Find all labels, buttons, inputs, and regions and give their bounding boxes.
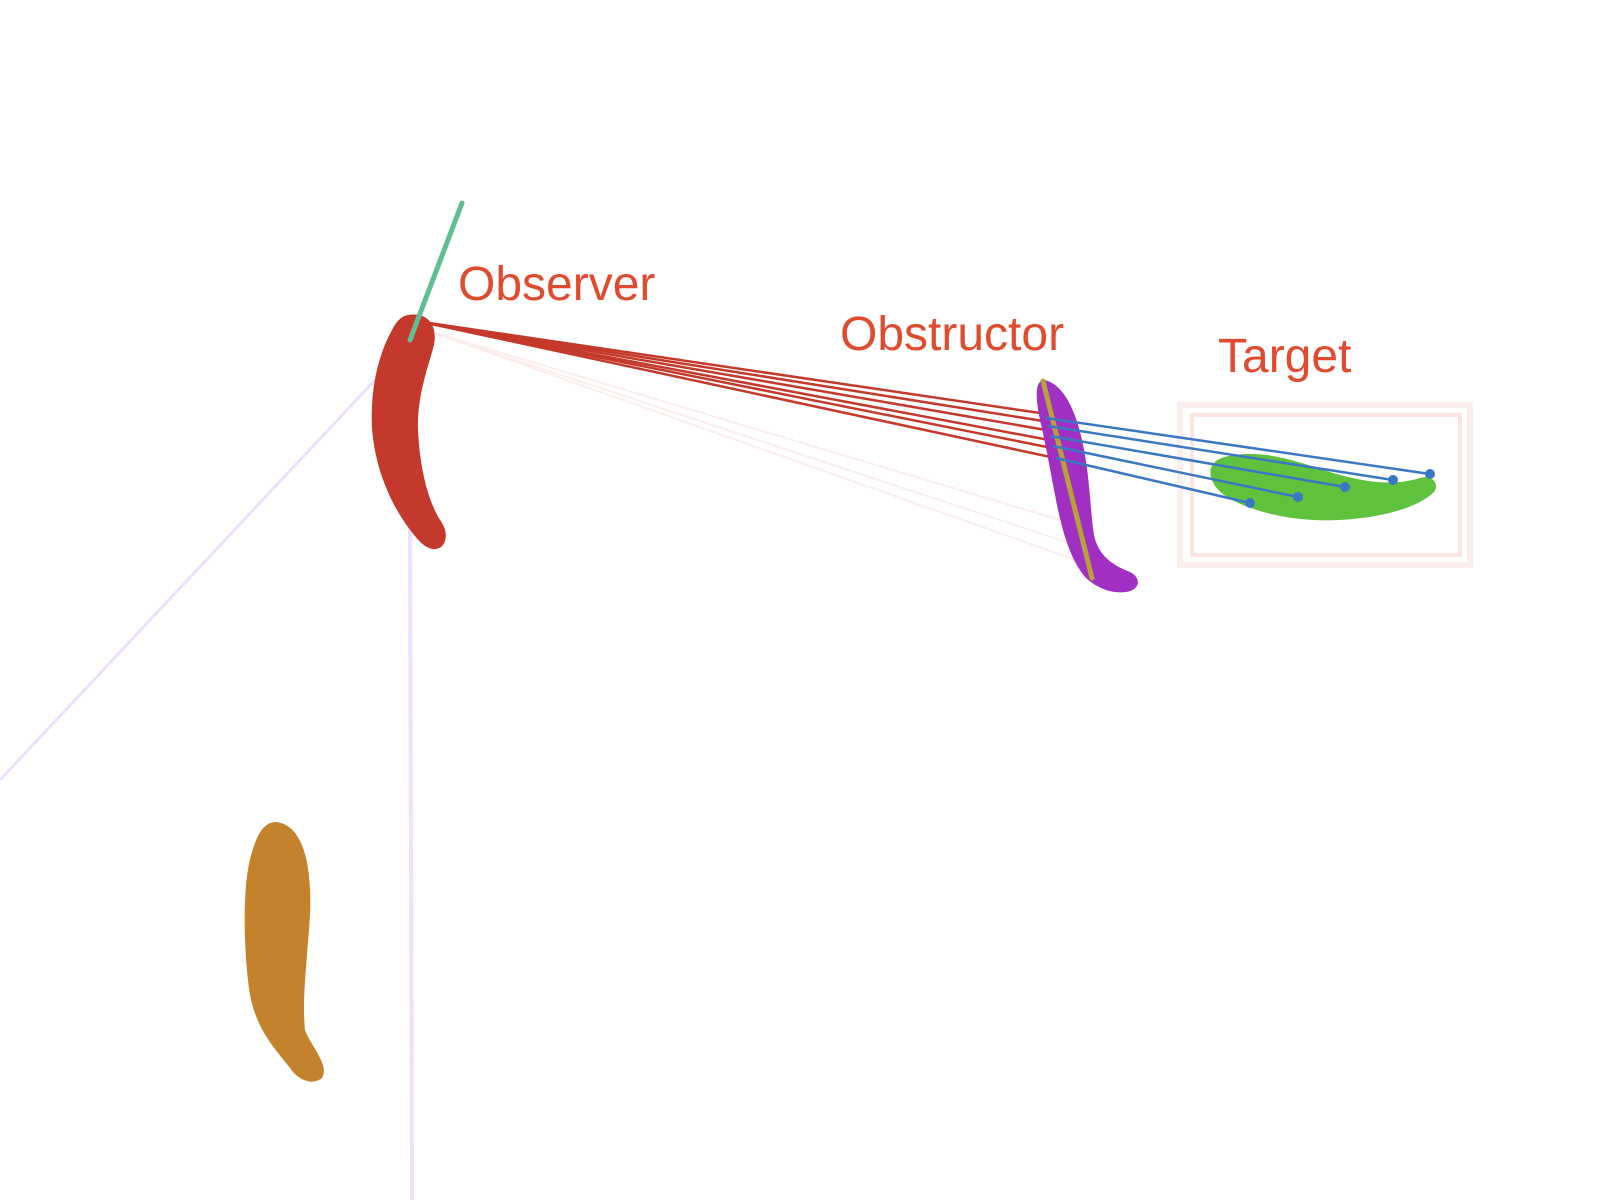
faint-sight-rays: [425, 330, 1090, 565]
target-label: Target: [1218, 330, 1351, 383]
observer-gaze-direction: [410, 203, 462, 340]
observer-label: Observer: [458, 258, 655, 311]
view-cone-bottom-edge: [410, 525, 412, 1200]
observer-figure: [372, 314, 446, 549]
obstructor-label: Obstructor: [840, 308, 1064, 361]
view-cone: [0, 380, 412, 1200]
view-cone-left-edge: [0, 380, 375, 780]
bystander-figure: [245, 822, 324, 1082]
